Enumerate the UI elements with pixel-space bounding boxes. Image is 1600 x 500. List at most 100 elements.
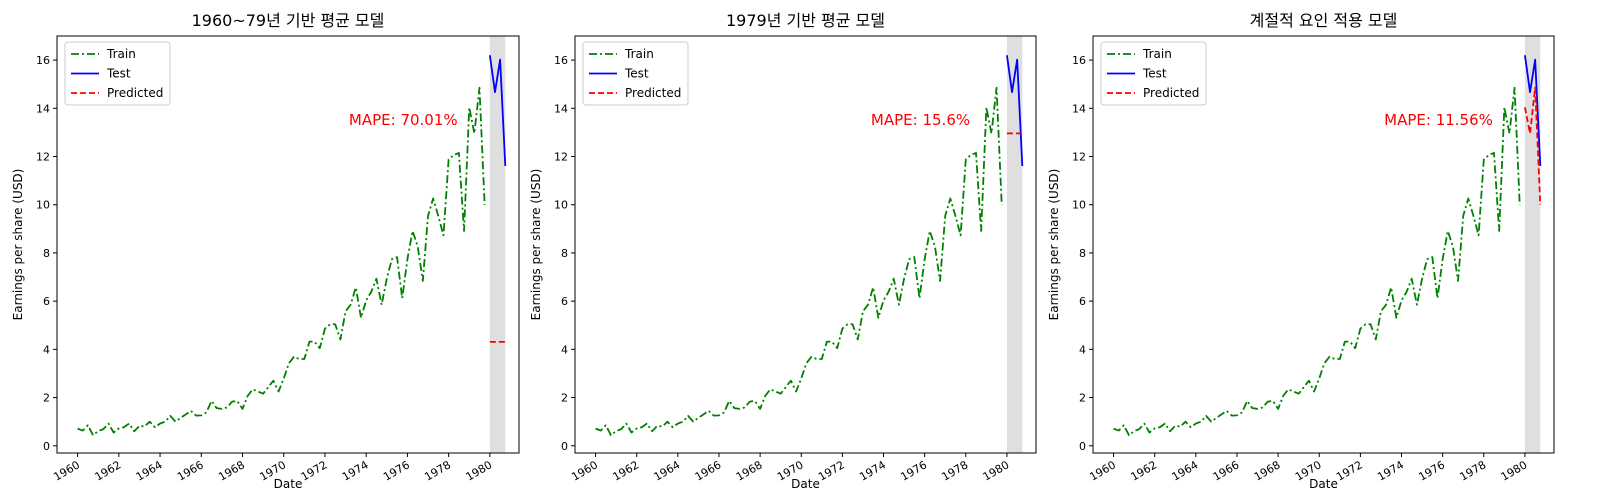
x-tick-label: 1962 <box>93 458 124 483</box>
chart-title: 계절적 요인 적용 모델 <box>1250 11 1398 30</box>
y-tick-label: 4 <box>43 343 50 356</box>
chart-title: 1960~79년 기반 평균 모델 <box>192 11 385 30</box>
x-tick-label: 1974 <box>340 458 371 483</box>
y-axis-label: Earnings per share (USD) <box>11 169 25 321</box>
x-tick-label: 1966 <box>693 458 724 483</box>
x-tick-label: 1960 <box>569 458 600 483</box>
legend-train-label: Train <box>624 47 654 61</box>
axes-frame <box>56 35 520 454</box>
y-tick-label: 0 <box>1079 440 1086 453</box>
train-series-line <box>595 86 1003 437</box>
y-tick-label: 6 <box>1079 295 1086 308</box>
x-tick-label: 1962 <box>610 458 641 483</box>
y-tick-label: 8 <box>1079 247 1086 260</box>
x-tick-label: 1978 <box>422 458 453 483</box>
y-tick-label: 10 <box>1072 199 1086 212</box>
chart-title: 1979년 기반 평균 모델 <box>726 11 885 30</box>
axes-frame <box>1092 35 1555 454</box>
x-tick-label: 1968 <box>734 458 765 483</box>
legend-predicted-label: Predicted <box>625 86 681 100</box>
y-tick-label: 2 <box>1079 392 1086 405</box>
y-tick-label: 14 <box>1072 102 1086 115</box>
y-tick-label: 2 <box>561 392 568 405</box>
legend-train-label: Train <box>106 47 136 61</box>
y-tick-label: 10 <box>554 199 568 212</box>
x-tick-label: 1972 <box>299 458 330 483</box>
y-tick-label: 14 <box>36 102 50 115</box>
y-tick-label: 16 <box>36 54 50 67</box>
x-axis-label: Date <box>791 477 820 491</box>
legend-test-label: Test <box>106 67 131 81</box>
x-tick-label: 1964 <box>1170 458 1201 483</box>
axes-frame <box>574 35 1037 454</box>
y-axis-label: Earnings per share (USD) <box>1047 169 1061 321</box>
predicted-series-line <box>1524 86 1542 206</box>
y-tick-label: 4 <box>561 343 568 356</box>
test-period-shade <box>1006 36 1023 453</box>
x-tick-label: 1980 <box>981 458 1012 483</box>
x-tick-label: 1972 <box>1334 458 1365 483</box>
y-tick-label: 2 <box>43 392 50 405</box>
y-tick-label: 6 <box>561 295 568 308</box>
train-series-line <box>1113 86 1521 437</box>
x-tick-label: 1966 <box>175 458 206 483</box>
y-tick-label: 0 <box>561 440 568 453</box>
x-axis-label: Date <box>1309 477 1338 491</box>
legend-box <box>582 41 689 106</box>
x-tick-label: 1980 <box>1499 458 1530 483</box>
legend-test-label: Test <box>624 67 649 81</box>
y-tick-label: 14 <box>554 102 568 115</box>
test-period-shade <box>1524 36 1541 453</box>
legend-test-label: Test <box>1142 67 1167 81</box>
mape-annotation: MAPE: 70.01% <box>349 111 458 129</box>
y-tick-label: 16 <box>554 54 568 67</box>
legend-predicted-label: Predicted <box>1143 86 1199 100</box>
y-tick-label: 6 <box>43 295 50 308</box>
x-tick-label: 1962 <box>1128 458 1159 483</box>
x-tick-label: 1960 <box>51 458 82 483</box>
x-tick-label: 1976 <box>381 458 412 483</box>
y-tick-label: 12 <box>1072 151 1086 164</box>
x-tick-label: 1978 <box>1458 458 1489 483</box>
x-tick-label: 1972 <box>816 458 847 483</box>
legend-train-label: Train <box>1142 47 1172 61</box>
y-tick-label: 0 <box>43 440 50 453</box>
x-axis-label: Date <box>274 477 303 491</box>
test-series-line <box>488 55 507 166</box>
legend-box <box>64 41 171 106</box>
y-tick-label: 8 <box>43 247 50 260</box>
legend-predicted-label: Predicted <box>107 86 163 100</box>
x-tick-label: 1960 <box>1087 458 1118 483</box>
legend: Train Test Predicted <box>64 41 171 106</box>
test-period-shade <box>489 36 506 453</box>
x-tick-label: 1964 <box>134 458 165 483</box>
x-tick-label: 1968 <box>1252 458 1283 483</box>
train-series-line <box>77 86 486 437</box>
x-tick-label: 1968 <box>216 458 247 483</box>
test-series-line <box>1006 55 1024 166</box>
legend: Train Test Predicted <box>1100 41 1207 106</box>
x-tick-label: 1978 <box>940 458 971 483</box>
y-axis-label: Earnings per share (USD) <box>529 169 543 321</box>
legend-box <box>1100 41 1207 106</box>
y-tick-label: 16 <box>1072 54 1086 67</box>
x-tick-label: 1966 <box>1211 458 1242 483</box>
mape-annotation: MAPE: 15.6% <box>871 111 970 129</box>
x-tick-label: 1974 <box>857 458 888 483</box>
legend: Train Test Predicted <box>582 41 689 106</box>
y-tick-label: 12 <box>36 151 50 164</box>
x-tick-label: 1964 <box>652 458 683 483</box>
y-tick-label: 4 <box>1079 343 1086 356</box>
x-tick-label: 1974 <box>1375 458 1406 483</box>
y-tick-label: 10 <box>36 199 50 212</box>
y-tick-label: 12 <box>554 151 568 164</box>
x-tick-label: 1976 <box>898 458 929 483</box>
y-tick-label: 8 <box>561 247 568 260</box>
test-series-line <box>1524 55 1542 166</box>
x-tick-label: 1976 <box>1416 458 1447 483</box>
mape-annotation: MAPE: 11.56% <box>1384 111 1493 129</box>
